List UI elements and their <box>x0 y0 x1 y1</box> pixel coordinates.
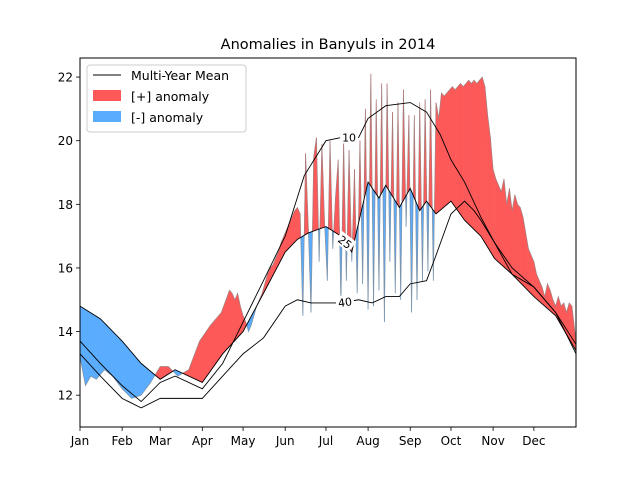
positive-anomaly-segment <box>458 83 461 214</box>
positive-anomaly-segment <box>482 77 485 243</box>
y-tick-label: 18 <box>58 198 73 212</box>
positive-anomaly-segment <box>436 103 439 214</box>
legend-label-positive: [+] anomaly <box>131 89 210 104</box>
positive-anomaly-segment <box>450 88 451 202</box>
x-tick-label: Feb <box>112 434 133 448</box>
positive-anomaly-segment <box>447 90 450 205</box>
y-tick-label: 16 <box>58 261 73 275</box>
y-tick-label: 12 <box>58 389 73 403</box>
legend-negative-swatch <box>93 111 121 122</box>
positive-anomaly-segment <box>455 87 458 211</box>
positive-anomaly-segment <box>515 195 518 280</box>
positive-anomaly-segment <box>528 249 531 294</box>
contour-label-text: 10 <box>342 132 356 145</box>
x-tick-label: Aug <box>356 434 379 448</box>
positive-anomaly-segment <box>221 309 222 356</box>
x-tick-label: Dec <box>522 434 545 448</box>
x-tick-label: Apr <box>192 434 213 448</box>
positive-anomaly-segment <box>232 293 235 343</box>
positive-anomaly-segment <box>463 85 464 220</box>
x-tick-label: Nov <box>481 434 504 448</box>
positive-anomaly-segment <box>460 83 463 218</box>
positive-anomaly-segment <box>471 80 474 229</box>
contour-label-10: 10 <box>340 131 358 145</box>
negative-anomaly-segment <box>96 316 100 379</box>
x-tick-label: Jun <box>275 434 295 448</box>
positive-anomaly-segment <box>452 87 455 207</box>
positive-anomaly-segment <box>520 208 523 286</box>
y-tick-label: 14 <box>58 325 73 339</box>
legend-label-negative: [-] anomaly <box>131 110 204 125</box>
x-tick-label: Oct <box>441 434 462 448</box>
chart-title: Anomalies in Banyuls in 2014 <box>221 37 436 53</box>
positive-anomaly-segment <box>469 80 472 227</box>
x-tick-label: Mar <box>149 434 172 448</box>
x-tick-label: Jul <box>318 434 333 448</box>
positive-anomaly-segment <box>200 337 203 382</box>
negative-anomaly-segment <box>100 319 104 375</box>
contour-label-40: 40 <box>335 294 355 310</box>
legend-label-mean: Multi-Year Mean <box>131 68 229 83</box>
x-tick-label: May <box>231 434 256 448</box>
positive-anomaly-segment <box>493 169 494 258</box>
positive-anomaly-segment <box>518 204 521 282</box>
positive-anomaly-segment <box>480 79 481 236</box>
positive-anomaly-segment <box>494 174 495 260</box>
x-tick-label: Jan <box>70 434 90 448</box>
y-tick-label: 22 <box>58 71 73 85</box>
contour-label-text: 40 <box>337 295 353 310</box>
y-tick-label: 20 <box>58 134 73 148</box>
positive-anomaly-segment <box>481 77 482 238</box>
positive-anomaly-segment <box>451 87 452 203</box>
x-tick-label: Sep <box>399 434 422 448</box>
legend: Multi-Year Mean [+] anomaly [-] anomaly <box>87 65 246 132</box>
positive-anomaly-segment <box>229 290 232 346</box>
positive-anomaly-segment <box>441 93 444 209</box>
positive-anomaly-segment <box>295 208 298 243</box>
positive-anomaly-segment <box>474 80 477 232</box>
negative-anomaly-segment <box>104 323 112 376</box>
legend-positive-swatch <box>93 90 121 101</box>
